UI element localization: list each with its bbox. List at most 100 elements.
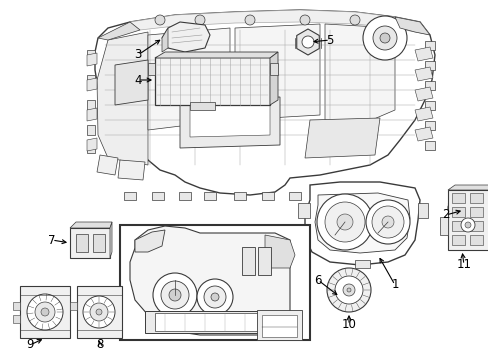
Circle shape [451,204,459,212]
Circle shape [316,194,372,250]
Circle shape [447,200,463,216]
Bar [148,63,155,75]
Bar [424,121,434,130]
Bar [447,190,488,250]
Circle shape [83,296,115,328]
Bar [338,192,350,200]
Bar [378,192,390,200]
Bar [354,260,369,268]
Circle shape [372,26,396,50]
Polygon shape [97,32,148,165]
Polygon shape [148,28,229,130]
Bar [451,207,464,217]
Polygon shape [314,193,409,253]
Circle shape [346,288,350,292]
Polygon shape [305,118,379,158]
Polygon shape [296,29,319,55]
Circle shape [365,200,409,244]
Circle shape [41,308,49,316]
Bar [179,192,191,200]
Bar [13,315,20,323]
Polygon shape [447,185,488,190]
Text: 11: 11 [456,258,470,271]
Bar [70,302,77,310]
Polygon shape [115,60,148,105]
Polygon shape [305,182,419,265]
Circle shape [210,293,219,301]
Bar [424,61,434,70]
Bar [451,235,464,245]
Circle shape [302,36,313,48]
Circle shape [197,279,232,315]
Circle shape [460,218,474,232]
Polygon shape [135,230,164,252]
Circle shape [336,214,352,230]
Bar [417,203,427,218]
Text: 8: 8 [96,338,103,351]
Bar [358,192,370,200]
Text: 7: 7 [48,234,56,247]
Bar [87,50,95,60]
Bar [93,234,105,252]
Bar [124,192,136,200]
Bar [469,221,482,231]
Circle shape [195,15,204,25]
Bar [469,235,482,245]
Circle shape [349,15,359,25]
Polygon shape [70,222,112,228]
Circle shape [153,273,197,317]
Bar [313,192,325,200]
Bar [203,192,216,200]
Bar [424,81,434,90]
Polygon shape [414,67,432,81]
Bar [262,315,296,337]
Polygon shape [235,24,319,120]
Bar [20,286,70,338]
Bar [155,313,264,331]
Bar [76,234,88,252]
Circle shape [326,268,370,312]
Bar [120,225,309,340]
Text: 3: 3 [134,49,142,62]
Circle shape [169,289,181,301]
Bar [234,192,245,200]
Polygon shape [98,22,140,40]
Text: 6: 6 [314,274,321,287]
Polygon shape [130,10,429,35]
Bar [13,302,20,310]
Polygon shape [269,52,278,105]
Polygon shape [87,53,97,66]
Bar [87,75,95,85]
Bar [87,125,95,135]
Bar [87,143,95,153]
Polygon shape [162,22,209,52]
Circle shape [90,303,108,321]
Circle shape [35,302,55,322]
Text: 9: 9 [26,338,34,351]
Polygon shape [414,107,432,121]
Polygon shape [162,28,168,52]
Circle shape [96,309,102,315]
Circle shape [155,15,164,25]
Bar [439,217,447,235]
Circle shape [299,15,309,25]
Polygon shape [414,87,432,101]
Bar [145,311,274,333]
Text: 2: 2 [441,208,449,221]
Circle shape [325,202,364,242]
Polygon shape [110,222,112,258]
Polygon shape [190,103,269,137]
Circle shape [27,294,63,330]
Circle shape [334,276,362,304]
Polygon shape [394,17,429,35]
Circle shape [362,16,406,60]
Bar [77,286,122,338]
Polygon shape [264,235,294,268]
Bar [469,193,482,203]
Circle shape [379,33,389,43]
Circle shape [244,15,254,25]
Bar [155,57,269,105]
Text: 5: 5 [325,33,333,46]
Bar [424,41,434,50]
Bar [451,221,464,231]
